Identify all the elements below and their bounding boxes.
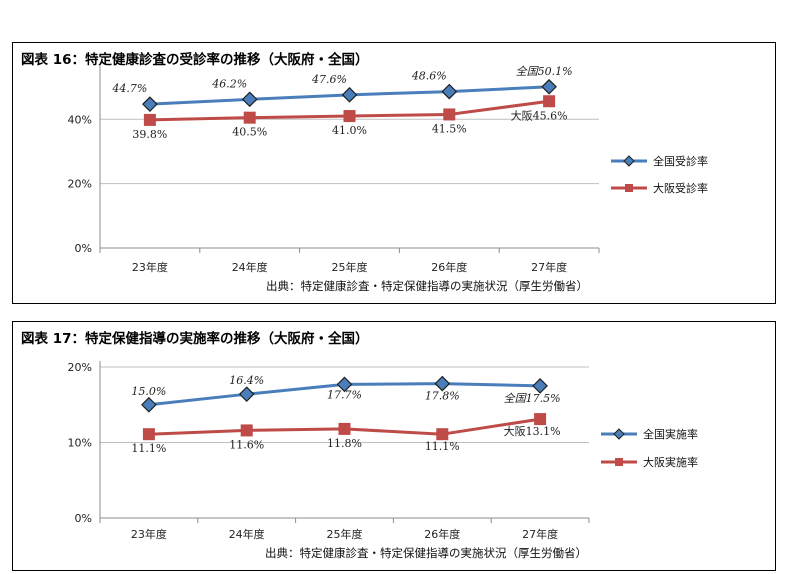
data-point-diamond	[336, 376, 353, 393]
source-caption: 出典：特定健康診査・特定保健指導の実施状況（厚生労働省）	[265, 546, 587, 560]
legend-marker-diamond	[623, 155, 635, 167]
y-tick-label: 40%	[68, 113, 92, 126]
y-tick-label: 20%	[68, 178, 92, 191]
chart-panel-17: 図表 17：特定保健指導の実施率の推移（大阪府・全国） 0% 10% 20% 23年度…	[12, 321, 776, 571]
x-tick-label: 26年度	[431, 260, 467, 274]
data-point-diamond	[434, 375, 451, 392]
y-tick-label: 0%	[75, 242, 92, 255]
data-label: 11.1%	[131, 442, 166, 455]
data-point-square	[343, 110, 356, 123]
y-tick-label: 0%	[75, 512, 92, 525]
data-point-diamond	[541, 78, 557, 95]
data-point-diamond	[441, 83, 458, 100]
legend-label: 全国実施率	[643, 427, 698, 441]
legend-label: 大阪実施率	[643, 455, 698, 469]
legend-label: 大阪受診率	[653, 181, 708, 195]
data-point-diamond	[238, 386, 255, 403]
x-tick-label: 23年度	[132, 260, 168, 274]
data-point-diamond	[532, 378, 548, 394]
data-point-square	[443, 108, 456, 121]
data-label: 17.7%	[327, 388, 362, 401]
legend-label: 全国受診率	[653, 154, 708, 168]
data-label: 15.0%	[131, 385, 166, 398]
data-point-square	[534, 413, 547, 426]
data-label: 17.8%	[425, 390, 460, 403]
data-point-diamond	[241, 91, 258, 108]
data-label: 41.0%	[332, 124, 367, 137]
data-point-square	[436, 428, 449, 441]
data-label: 全国17.5%	[504, 392, 561, 405]
data-label: 大阪45.6%	[511, 108, 568, 122]
y-tick-label: 10%	[68, 437, 92, 450]
data-point-square	[142, 428, 155, 441]
chart-16-svg: 0% 20% 40% 23年度 24年度 25年度 26年度 27年度 44.7% 46.2% 47…	[68, 65, 708, 293]
data-point-square	[243, 111, 256, 124]
legend-marker-diamond	[613, 428, 625, 440]
data-label: 40.5%	[232, 126, 267, 139]
data-label: 大阪13.1%	[504, 424, 561, 438]
data-point-square	[143, 113, 156, 126]
x-tick-label: 26年度	[424, 527, 460, 541]
legend-marker-square	[615, 458, 623, 466]
data-label: 41.5%	[432, 122, 467, 135]
data-label: 48.6%	[411, 70, 447, 83]
chart-panel-16: 図表 16：特定健康診査の受診率の推移（大阪府・全国） 0% 20% 40% 23年度…	[12, 42, 776, 304]
legend-marker-square	[625, 184, 633, 192]
data-point-square	[543, 95, 556, 108]
data-label: 全国50.1%	[516, 65, 573, 78]
data-point-square	[240, 424, 253, 437]
data-point-diamond	[141, 396, 157, 413]
y-tick-label: 20%	[68, 361, 92, 374]
data-label: 47.6%	[311, 73, 347, 86]
x-tick-label: 27年度	[531, 260, 567, 274]
data-label: 11.1%	[425, 440, 460, 453]
data-label: 16.4%	[229, 374, 264, 387]
data-label: 11.6%	[229, 438, 264, 451]
data-point-diamond	[142, 96, 158, 112]
source-caption: 出典：特定健康診査・特定保健指導の実施状況（厚生労働省）	[266, 279, 588, 293]
x-tick-label: 25年度	[332, 260, 368, 274]
data-label: 46.2%	[211, 77, 247, 90]
x-tick-label: 25年度	[327, 527, 363, 541]
chart-title: 図表 17：特定保健指導の実施率の推移（大阪府・全国）	[21, 331, 369, 347]
x-tick-label: 27年度	[522, 527, 558, 541]
x-tick-label: 24年度	[232, 260, 268, 274]
data-label: 11.8%	[327, 437, 362, 450]
x-tick-label: 23年度	[131, 527, 167, 541]
data-point-square	[338, 422, 351, 435]
data-point-diamond	[341, 86, 358, 103]
chart-17-svg: 0% 10% 20% 23年度 24年度 25年度 26年度 27年度 15.0% 16.4% 17…	[68, 361, 698, 560]
data-label: 39.8%	[132, 128, 167, 141]
chart-title: 図表 16：特定健康診査の受診率の推移（大阪府・全国）	[21, 52, 369, 68]
data-label: 44.7%	[111, 82, 147, 95]
x-tick-label: 24年度	[229, 527, 265, 541]
